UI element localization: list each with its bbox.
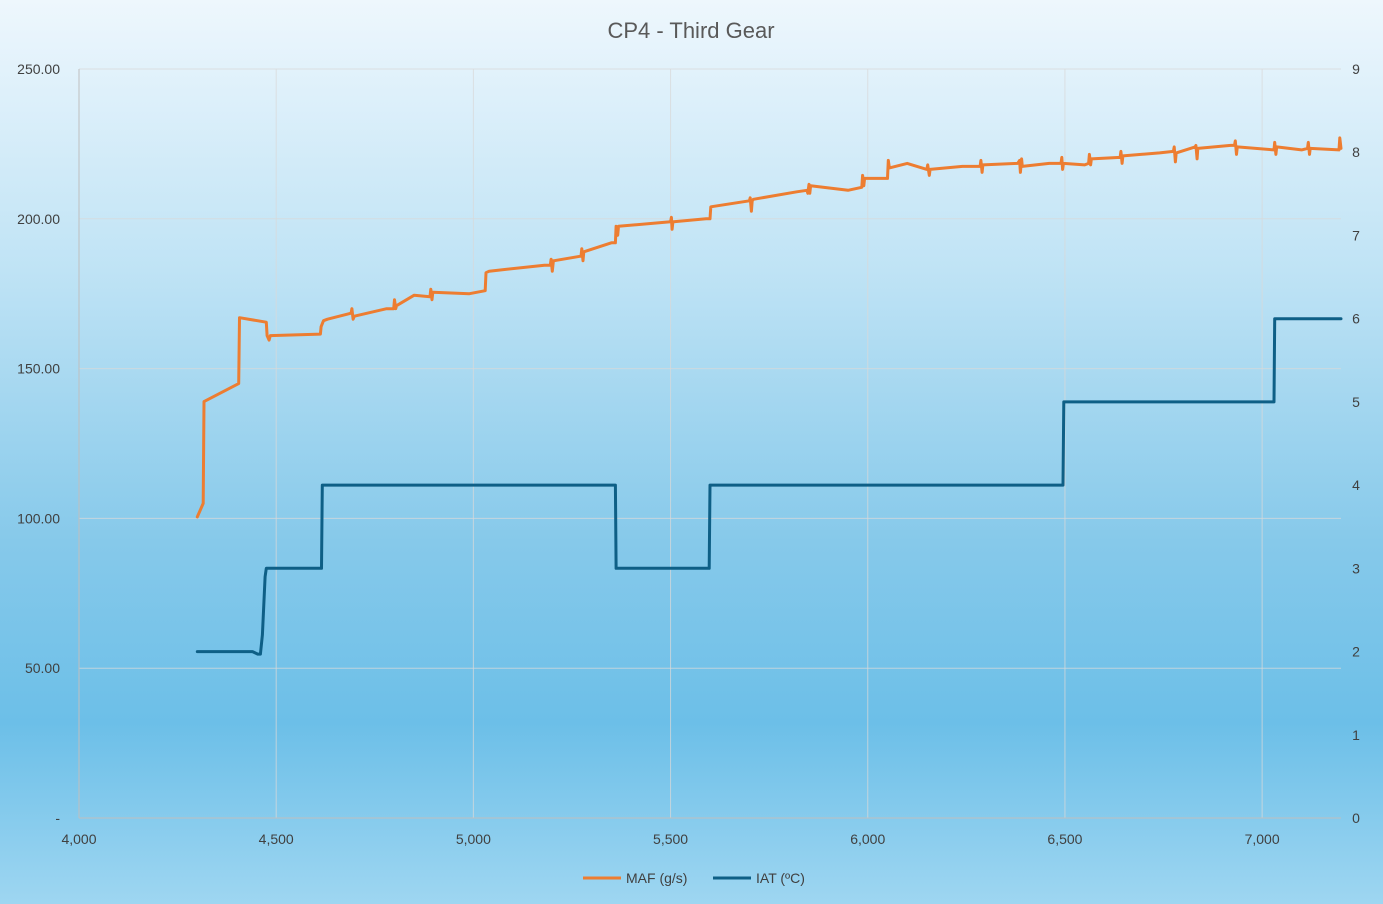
axes: - 50.00 100.00 150.00 200.00 250.00 0 1 2 3 4 5 6 7 8 9… xyxy=(17,61,1360,847)
y-tick-label: 150.00 xyxy=(17,361,60,377)
y2-tick-label: 5 xyxy=(1352,394,1360,410)
chart-title: CP4 - Third Gear xyxy=(607,18,774,43)
y2-tick-label: 2 xyxy=(1352,644,1360,660)
y2-tick-label: 8 xyxy=(1352,144,1360,160)
y-tick-label: 200.00 xyxy=(17,211,60,227)
x-tick-label: 6,500 xyxy=(1047,831,1082,847)
series-lines xyxy=(195,136,1343,656)
x-tick-label: 4,000 xyxy=(61,831,96,847)
legend-label: IAT (ºC) xyxy=(756,870,805,886)
x-tick-label: 6,000 xyxy=(850,831,885,847)
y-tick-label: - xyxy=(55,810,60,826)
x-tick-label: 7,000 xyxy=(1245,831,1280,847)
y2-tick-label: 7 xyxy=(1352,227,1360,243)
legend: MAF (g/s) IAT (ºC) xyxy=(583,870,805,886)
y2-tick-label: 4 xyxy=(1352,477,1360,493)
legend-label: MAF (g/s) xyxy=(626,870,687,886)
y2-tick-label: 0 xyxy=(1352,810,1360,826)
x-tick-label: 4,500 xyxy=(259,831,294,847)
gridlines xyxy=(79,68,1341,818)
series-line-1 xyxy=(195,136,1343,519)
series-line-2 xyxy=(195,317,1343,656)
y-tick-label: 50.00 xyxy=(25,660,60,676)
x-tick-label: 5,500 xyxy=(653,831,688,847)
y2-tick-label: 9 xyxy=(1352,61,1360,77)
y2-tick-label: 3 xyxy=(1352,560,1360,576)
x-tick-label: 5,000 xyxy=(456,831,491,847)
y2-tick-label: 6 xyxy=(1352,311,1360,327)
y-tick-label: 250.00 xyxy=(17,61,60,77)
y-tick-label: 100.00 xyxy=(17,510,60,526)
y2-tick-label: 1 xyxy=(1352,727,1360,743)
